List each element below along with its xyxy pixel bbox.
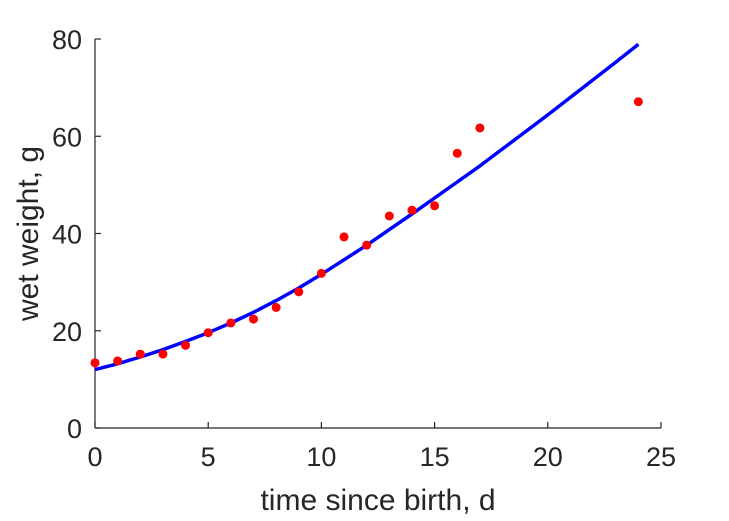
data-point [633,97,643,107]
x-tick-label: 15 [420,442,450,472]
data-point [452,148,462,158]
data-point [158,349,168,359]
y-tick-label: 80 [52,25,82,55]
data-point [135,349,145,359]
y-tick-label: 60 [52,122,82,152]
plot-area [90,42,643,372]
data-point [430,201,440,211]
data-point [271,302,281,312]
x-tick-label: 10 [306,442,336,472]
data-point [362,240,372,250]
y-tick-label: 20 [52,317,82,347]
data-point [113,356,123,366]
x-tick-label: 25 [646,442,676,472]
data-point [294,287,304,297]
data-point [90,358,100,368]
y-tick-label: 0 [67,414,82,444]
y-tick-label: 40 [52,220,82,250]
data-point [226,318,236,328]
data-point [475,123,485,133]
y-axis-label: wet weight, g [12,146,45,322]
axes: 0 5 10 15 20 25 0 20 40 60 80 [52,25,676,472]
x-tick-label: 20 [533,442,563,472]
data-point [384,211,394,221]
data-point [316,268,326,278]
x-tick-label: 5 [201,442,216,472]
data-point [181,340,191,350]
x-tick-label: 0 [87,442,102,472]
x-axis-label: time since birth, d [260,484,495,517]
fit-line [94,42,640,372]
data-point [407,205,417,215]
data-point [339,232,349,242]
data-point [248,314,258,324]
data-point [203,328,213,338]
